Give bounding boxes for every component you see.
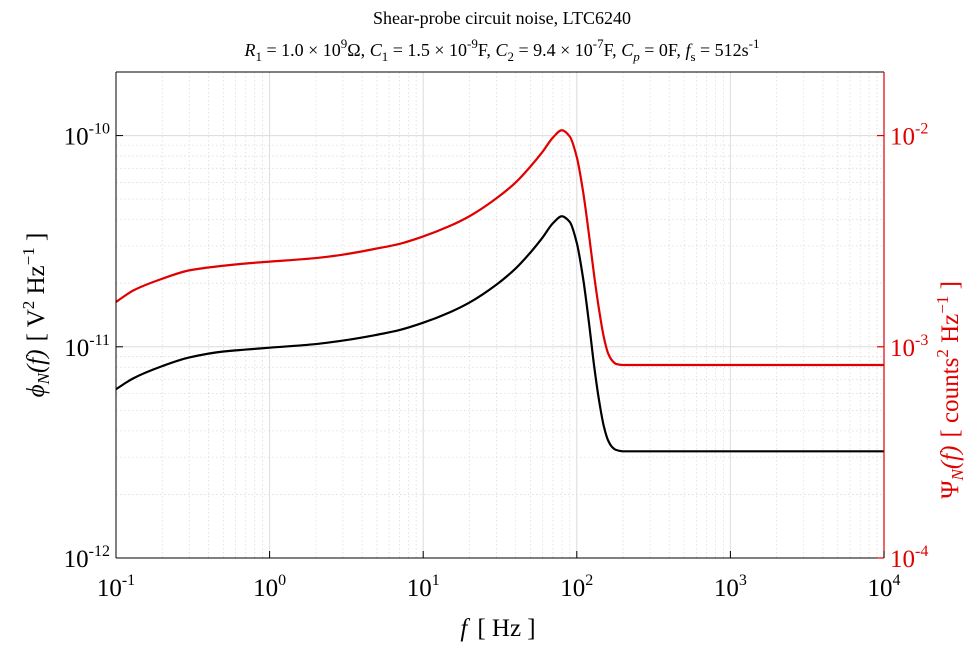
y-right-tick-label: 10-4 xyxy=(890,543,928,573)
chart-title: Shear-probe circuit noise, LTC6240 xyxy=(373,8,631,28)
x-tick-label: 101 xyxy=(407,572,440,602)
chart-subtitle: R1 = 1.0 × 109Ω, C1 = 1.5 × 10-9F, C2 = … xyxy=(243,36,759,64)
y-left-tick-label: 10-11 xyxy=(64,332,110,362)
series-line-phi xyxy=(115,215,884,453)
plot-frame xyxy=(115,71,885,559)
y-axis-left-label: ϕN(f)[ V2 Hz−1 ] xyxy=(19,233,53,398)
grid xyxy=(115,71,884,559)
x-tick-labels: 10-1 100 101 102 103 104 xyxy=(97,551,901,602)
x-tick-label: 100 xyxy=(253,572,286,602)
y-left-tick-label: 10-12 xyxy=(64,543,110,573)
series-group xyxy=(115,129,884,453)
x-tick-label: 10-1 xyxy=(97,572,135,602)
y-left-tick-label: 10-10 xyxy=(64,121,110,151)
x-tick-label: 103 xyxy=(714,572,747,602)
x-tick-label: 104 xyxy=(868,572,901,602)
series-line-psi xyxy=(115,129,884,367)
y-right-tick-labels: 10-4 10-3 10-2 xyxy=(877,121,928,573)
y-right-tick-label: 10-2 xyxy=(890,121,928,151)
x-tick-label: 102 xyxy=(560,572,593,602)
y-right-tick-label: 10-3 xyxy=(890,332,928,362)
y-left-tick-labels: 10-12 10-11 10-10 xyxy=(64,121,123,573)
y-axis-right-label: ΨN(f)[ counts2 Hz−1 ] xyxy=(933,281,967,499)
x-axis-label: f[ Hz ] xyxy=(460,615,535,642)
